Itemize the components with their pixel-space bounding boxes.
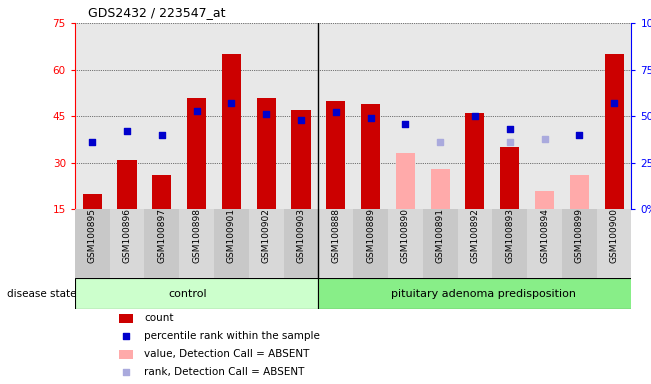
Text: rank, Detection Call = ABSENT: rank, Detection Call = ABSENT [145,367,305,377]
Bar [256,98,276,209]
Bar [458,209,492,278]
Bar [292,110,311,209]
Point [400,121,411,127]
Bar [75,209,109,278]
Point [470,113,480,119]
Point [331,109,341,116]
Text: control: control [169,289,207,299]
Bar [119,314,133,323]
Point [226,100,236,106]
Point [505,139,515,145]
Point [296,117,306,123]
Bar [117,160,137,209]
Text: percentile rank within the sample: percentile rank within the sample [145,331,320,341]
Bar [75,278,318,309]
Point [574,132,585,138]
Bar [562,209,597,278]
Bar [249,209,284,278]
Bar [527,209,562,278]
Point [505,126,515,132]
Point [191,108,202,114]
Text: count: count [145,313,174,323]
Bar [465,113,484,209]
Bar [222,54,241,209]
Point [87,139,98,145]
Point [435,139,445,145]
Point [539,136,549,142]
Bar [353,209,388,278]
Bar [83,194,102,209]
Bar [492,209,527,278]
Bar [187,98,206,209]
Bar [396,154,415,209]
Point [365,115,376,121]
Bar [119,349,133,359]
Bar [500,147,519,209]
Bar [284,209,318,278]
Bar [214,209,249,278]
Point [157,132,167,138]
Text: value, Detection Call = ABSENT: value, Detection Call = ABSENT [145,349,310,359]
Bar [318,278,649,309]
Bar [422,209,458,278]
Bar [326,101,345,209]
Bar [145,209,179,278]
Bar [570,175,589,209]
Point [609,100,619,106]
Bar [535,191,554,209]
Bar [605,54,624,209]
Bar [597,209,631,278]
Point [261,111,271,118]
Bar [109,209,145,278]
Text: GDS2432 / 223547_at: GDS2432 / 223547_at [88,6,225,19]
Bar [318,209,353,278]
Bar [361,104,380,209]
Text: pituitary adenoma predisposition: pituitary adenoma predisposition [391,289,576,299]
Text: disease state: disease state [7,289,76,299]
Bar [388,209,422,278]
Bar [430,169,450,209]
Bar [152,175,171,209]
Point [122,128,132,134]
Bar [179,209,214,278]
